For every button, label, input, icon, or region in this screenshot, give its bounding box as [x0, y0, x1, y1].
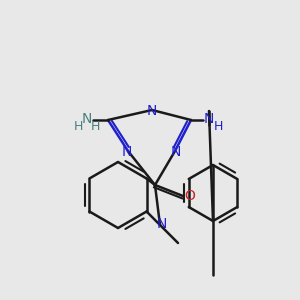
Text: O: O [184, 189, 195, 203]
Text: N: N [171, 145, 181, 159]
Text: H: H [213, 119, 223, 133]
Text: H: H [73, 119, 83, 133]
Text: N: N [82, 112, 92, 126]
Text: N: N [147, 104, 157, 118]
Text: H: H [90, 119, 100, 133]
Text: N: N [122, 145, 132, 159]
Text: N: N [204, 112, 214, 126]
Text: N: N [157, 217, 167, 231]
